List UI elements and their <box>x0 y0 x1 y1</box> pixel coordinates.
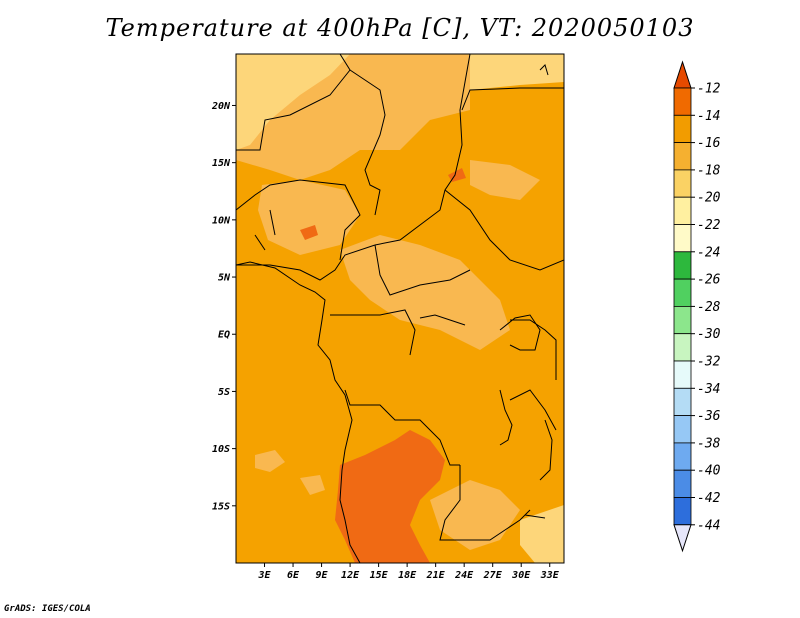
cooler-region-west-spot <box>255 450 285 472</box>
colorbar-segment <box>673 251 692 280</box>
colorbar-segment <box>673 415 692 444</box>
cooler-region-sahel <box>258 180 360 255</box>
lon-tick-label: 24E <box>454 570 474 581</box>
colorbar-segment <box>673 224 692 253</box>
lon-tick-label: 15E <box>370 570 389 581</box>
cooler-region-central <box>340 235 510 350</box>
warmer-region-angola <box>335 430 445 563</box>
map-frame <box>235 53 565 564</box>
lat-tick-label: 10N <box>212 215 231 226</box>
colorbar-label: -32 <box>697 355 721 370</box>
lat-tick-label: 5N <box>218 273 231 284</box>
colorbar-segment <box>673 169 692 198</box>
colorbar-segment <box>673 305 692 335</box>
colorbar-segment <box>673 196 692 225</box>
colorbar-label: -44 <box>697 518 720 533</box>
lon-tick-label: 33E <box>540 570 560 581</box>
colorbar-segment <box>673 497 692 526</box>
colorbar-label: -36 <box>697 409 721 424</box>
colorbar-label: -34 <box>697 382 720 397</box>
lat-tick-label: 10S <box>212 444 230 455</box>
warmer-region-spot-sahel <box>300 225 318 240</box>
lon-tick-label: 27E <box>483 570 503 581</box>
cooler-region-gabon <box>300 475 325 495</box>
colorbar-label: -38 <box>697 436 721 451</box>
colorbar: -12 -14 -16 -18 -20 -22 -24 -26 -28 -30 -32 -34 -36 -… <box>673 60 721 553</box>
colorbar-label: -22 <box>697 218 721 233</box>
lat-tick-label: 5S <box>218 387 230 398</box>
colorbar-label: -26 <box>697 273 721 288</box>
colorbar-label: -40 <box>697 464 721 479</box>
coolest-region-southeast <box>520 505 564 563</box>
cooler-region-south <box>430 480 520 550</box>
colorbar-segment <box>673 114 692 144</box>
lat-tick-label: 20N <box>211 101 231 112</box>
colorbar-label: -24 <box>697 245 720 260</box>
coolest-region-northeast <box>470 54 564 90</box>
lon-axis: 3E 6E 9E 12E 15E 18E 21E 24E 27E 30E 33E <box>257 563 560 581</box>
colorbar-label: -16 <box>697 136 721 151</box>
map-title: Temperature at 400hPa [C], VT: 202005010… <box>105 14 695 42</box>
grads-credit: GrADS: IGES/COLA <box>4 604 91 614</box>
lat-tick-label: 15S <box>212 501 230 512</box>
lat-axis: 20N 15N 10N 5N EQ 5S 10S 15S <box>211 101 236 512</box>
cooler-region-east <box>470 160 540 200</box>
colorbar-label: -28 <box>697 300 721 315</box>
lon-tick-label: 18E <box>398 570 417 581</box>
lon-tick-label: 21E <box>426 570 446 581</box>
colorbar-label: -14 <box>697 109 720 124</box>
temperature-field <box>236 54 564 563</box>
colorbar-label: -12 <box>697 82 721 97</box>
colorbar-segment <box>673 442 692 471</box>
lon-tick-label: 9E <box>316 570 329 581</box>
colorbar-segment <box>673 142 692 171</box>
colorbar-label: -20 <box>697 191 721 206</box>
colorbar-label: -18 <box>697 163 721 178</box>
colorbar-segment <box>673 387 692 416</box>
colorbar-segment <box>673 360 692 389</box>
lon-tick-label: 12E <box>341 570 360 581</box>
lat-tick-label: 15N <box>212 158 231 169</box>
colorbar-segment <box>673 469 692 498</box>
colorbar-label: -42 <box>697 491 721 506</box>
colorbar-top-tip <box>673 60 692 89</box>
colorbar-bottom-tip <box>673 524 692 553</box>
lon-tick-label: 30E <box>511 570 531 581</box>
lon-tick-label: 3E <box>257 570 271 581</box>
colorbar-segment <box>673 278 692 307</box>
lat-tick-label: EQ <box>218 330 230 341</box>
colorbar-segment <box>673 333 692 362</box>
colorbar-label: -30 <box>697 327 721 342</box>
coastline <box>236 64 553 563</box>
lon-tick-label: 6E <box>287 570 300 581</box>
colorbar-segment <box>673 87 692 116</box>
country-borders <box>236 54 564 541</box>
